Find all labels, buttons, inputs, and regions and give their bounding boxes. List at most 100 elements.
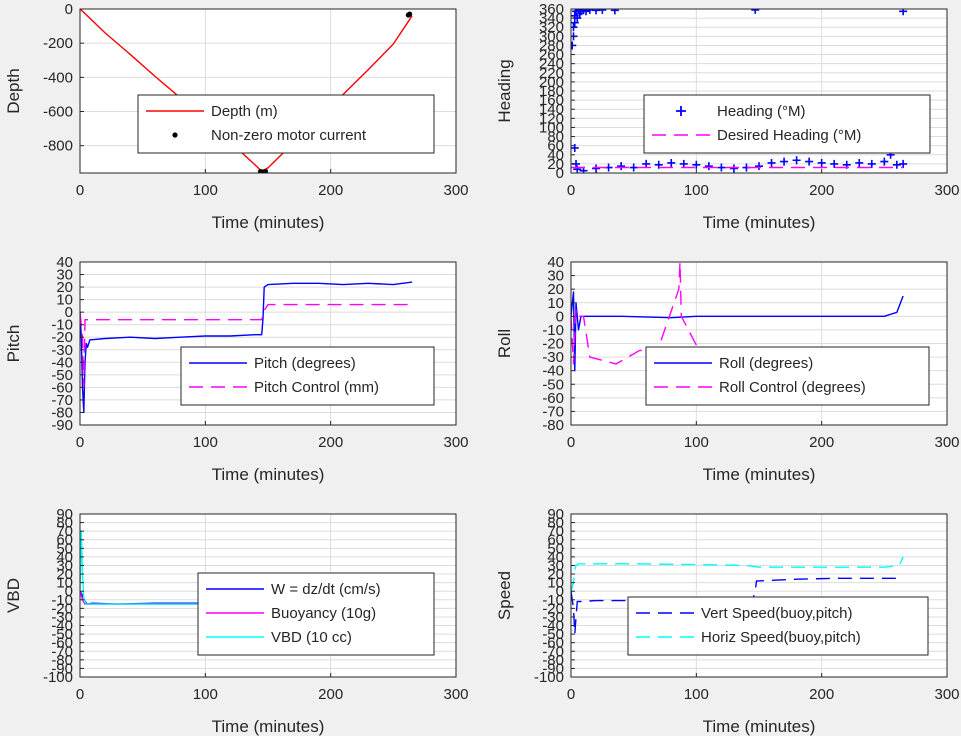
- pitch-xtick-label: 300: [443, 434, 468, 451]
- depth-axes-box: [79, 8, 457, 174]
- roll-ytick-label: -10: [542, 322, 564, 339]
- depth-xtick-label: 0: [76, 182, 84, 199]
- roll-ytick-label: -40: [542, 363, 564, 380]
- roll-ytick-label: -20: [542, 336, 564, 353]
- depth-ytick-label: -200: [43, 35, 73, 52]
- vbd-ytick-label: -40: [51, 618, 73, 635]
- speed-legend-label: Vert Speed(buoy,pitch): [701, 605, 852, 622]
- vbd-ytick-label: -60: [51, 635, 73, 652]
- pitch-ytick-label: -20: [51, 329, 73, 346]
- speed-ytick-label: 80: [547, 515, 564, 532]
- heading-series-0-point: [642, 159, 651, 168]
- roll-ytick-label: 0: [556, 308, 564, 325]
- depth-legend-label: Depth (m): [211, 103, 278, 120]
- roll-xlabel: Time (minutes): [703, 465, 816, 484]
- speed-ytick-label: 70: [547, 523, 564, 540]
- pitch-ytick-label: 0: [65, 304, 73, 321]
- vbd-xtick-label: 300: [443, 686, 468, 703]
- depth-legend-label: Non-zero motor current: [211, 127, 367, 144]
- heading-series-0-point: [805, 157, 814, 166]
- vbd-legend-box: [197, 572, 435, 656]
- vbd-ytick-label: 70: [56, 523, 73, 540]
- depth-legend-swatch: [172, 132, 178, 138]
- heading-series-0-point: [830, 159, 839, 168]
- heading-ytick-label: 80: [547, 129, 564, 146]
- pitch-series-1-line: [80, 303, 413, 389]
- heading-series-0-point: [767, 158, 776, 167]
- speed-ytick-label: -30: [542, 609, 564, 626]
- pitch-ytick-label: 40: [56, 254, 73, 271]
- speed-ytick-label: 20: [547, 566, 564, 583]
- vbd-ytick-label: -70: [51, 643, 73, 660]
- heading-ytick-label: 20: [547, 156, 564, 173]
- speed-ytick-label: -20: [542, 600, 564, 617]
- pitch-ytick-label: -70: [51, 392, 73, 409]
- pitch-ytick-label: -90: [51, 417, 73, 434]
- heading-series-0-point: [867, 159, 876, 168]
- pitch-axes-box: [79, 261, 457, 426]
- pitch-legend-label: Pitch (degrees): [254, 355, 356, 372]
- vbd-ytick-label: 10: [56, 575, 73, 592]
- vbd-ytick-label: -90: [51, 660, 73, 677]
- speed-ytick-label: 50: [547, 540, 564, 557]
- depth-legend-box: [137, 94, 435, 154]
- heading-series-0-point: [592, 164, 601, 173]
- heading-ytick-label: 320: [539, 19, 564, 36]
- speed-xtick-label: 200: [809, 686, 834, 703]
- heading-ytick-label: 60: [547, 138, 564, 155]
- heading-series-0-point: [573, 165, 582, 173]
- depth-series-group: [80, 9, 413, 173]
- roll-xtick-label: 100: [684, 434, 709, 451]
- pitch-chart: 0 100 200 300-90-80-70-60-50-40-30-20-10010…: [4, 254, 469, 484]
- pitch-series-group: [80, 281, 413, 414]
- roll-legend-box: [645, 346, 930, 406]
- heading-series-0-point: [751, 9, 760, 14]
- roll-ytick-label: -60: [542, 390, 564, 407]
- heading-series-0-point: [654, 160, 663, 169]
- pitch-xtick-label: 200: [318, 434, 343, 451]
- heading-series-0-point: [817, 158, 826, 167]
- pitch-legend: Pitch (degrees) Pitch Control (mm): [180, 346, 435, 406]
- vbd-xtick-label: 0: [76, 686, 84, 703]
- speed-ytick-label: 0: [556, 583, 564, 600]
- roll-ytick-label: 10: [547, 295, 564, 312]
- roll-legend-label: Roll (degrees): [719, 355, 813, 372]
- heading-ytick-label: 100: [539, 119, 564, 136]
- depth-ytick-label: -400: [43, 69, 73, 86]
- vbd-ytick-label: 80: [56, 515, 73, 532]
- heading-ytick-label: 260: [539, 47, 564, 64]
- speed-ytick-label: 40: [547, 549, 564, 566]
- vbd-ytick-label: -100: [43, 669, 73, 686]
- speed-ylabel: Speed: [495, 571, 514, 620]
- pitch-legend-label: Pitch Control (mm): [254, 379, 379, 396]
- heading-ytick-label: 140: [539, 101, 564, 118]
- pitch-ytick-label: 10: [56, 292, 73, 309]
- heading-xtick-label: 300: [934, 182, 959, 199]
- depth-xlabel: Time (minutes): [212, 213, 325, 232]
- speed-ytick-label: 60: [547, 532, 564, 549]
- roll-xtick-label: 300: [934, 434, 959, 451]
- heading-ytick-label: 200: [539, 74, 564, 91]
- heading-series-0-point: [880, 157, 889, 166]
- speed-ytick-label: 90: [547, 506, 564, 523]
- vbd-ytick-label: -80: [51, 652, 73, 669]
- heading-ytick-label: 40: [547, 147, 564, 164]
- heading-series-0-point: [598, 9, 607, 14]
- roll-chart: 0 100 200 300-80-70-60-50-40-30-20-10010203…: [495, 254, 960, 484]
- heading-series-0-point: [667, 158, 676, 167]
- heading-ytick-label: 220: [539, 65, 564, 82]
- roll-ylabel: Roll: [495, 329, 514, 358]
- vbd-ytick-label: -20: [51, 600, 73, 617]
- heading-ytick-label: 180: [539, 83, 564, 100]
- roll-legend: Roll (degrees) Roll Control (degrees): [645, 346, 930, 406]
- heading-xtick-label: 100: [684, 182, 709, 199]
- heading-ytick-label: 280: [539, 37, 564, 54]
- heading-ytick-label: 0: [556, 165, 564, 182]
- vbd-xtick-label: 100: [193, 686, 218, 703]
- speed-ytick-label: -60: [542, 635, 564, 652]
- heading-series-0-point: [692, 160, 701, 169]
- vbd-chart: 0 100 200 300-100-90-80-70-60-50-40-30-20-1…: [4, 506, 469, 736]
- heading-legend-box: [643, 94, 931, 154]
- speed-chart: 0 100 200 300-100-90-80-70-60-50-40-30-20-1…: [495, 506, 960, 736]
- depth-xtick-label: 100: [193, 182, 218, 199]
